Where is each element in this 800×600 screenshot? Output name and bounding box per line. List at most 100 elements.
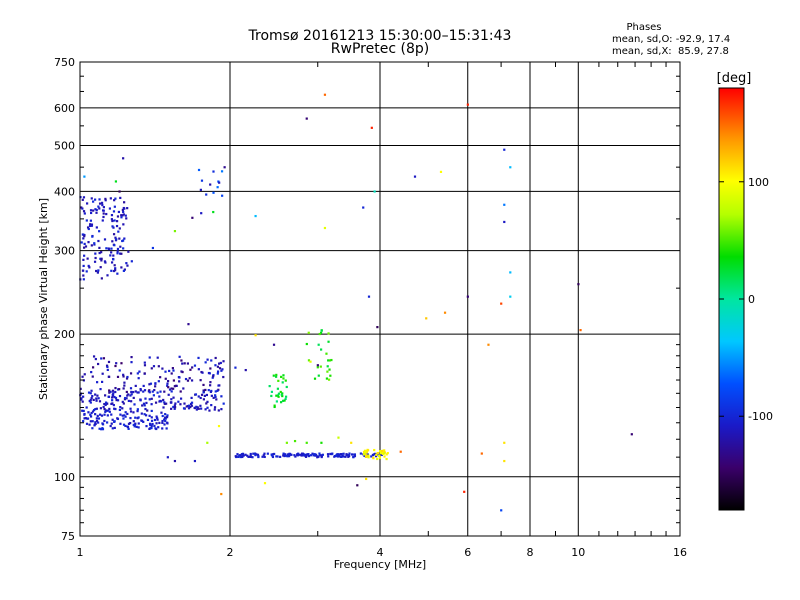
data-point bbox=[80, 206, 83, 209]
data-point bbox=[286, 453, 289, 456]
data-point bbox=[86, 202, 89, 205]
data-point bbox=[251, 456, 254, 459]
data-point bbox=[170, 387, 173, 390]
data-point bbox=[205, 193, 208, 196]
data-point bbox=[169, 401, 172, 404]
data-point bbox=[359, 452, 362, 455]
data-point bbox=[97, 421, 100, 424]
data-point bbox=[288, 453, 291, 456]
data-point bbox=[171, 367, 174, 370]
data-point bbox=[217, 409, 220, 412]
data-point bbox=[134, 384, 137, 388]
data-point bbox=[280, 401, 283, 404]
data-point bbox=[97, 269, 100, 272]
data-point bbox=[122, 373, 125, 376]
data-point bbox=[165, 416, 169, 419]
data-point bbox=[111, 240, 114, 243]
data-point bbox=[179, 397, 183, 400]
data-point bbox=[106, 402, 109, 405]
data-point bbox=[509, 295, 512, 298]
data-point bbox=[95, 419, 99, 423]
data-point bbox=[118, 408, 121, 412]
data-point bbox=[85, 219, 88, 222]
data-point bbox=[180, 359, 183, 362]
data-point bbox=[268, 384, 271, 388]
data-point bbox=[378, 454, 381, 458]
data-point bbox=[330, 452, 333, 456]
data-point bbox=[95, 397, 98, 400]
data-point bbox=[190, 396, 193, 400]
data-point bbox=[413, 175, 417, 178]
data-point bbox=[150, 397, 153, 400]
data-point bbox=[155, 422, 158, 425]
data-point bbox=[365, 455, 368, 458]
data-point bbox=[142, 420, 145, 423]
data-point bbox=[82, 258, 85, 261]
data-point bbox=[500, 302, 503, 305]
data-point bbox=[156, 356, 159, 359]
data-point bbox=[89, 401, 92, 404]
data-point bbox=[356, 484, 359, 487]
data-point bbox=[123, 201, 126, 204]
data-point bbox=[306, 453, 309, 456]
data-point bbox=[210, 359, 213, 362]
colorbar-tick-label: 0 bbox=[748, 293, 755, 306]
data-point bbox=[139, 388, 142, 391]
data-point bbox=[242, 454, 245, 457]
data-point bbox=[151, 390, 154, 393]
data-point bbox=[83, 212, 86, 215]
data-point bbox=[283, 453, 287, 456]
data-point bbox=[364, 454, 368, 457]
data-point bbox=[188, 404, 191, 407]
data-point bbox=[503, 220, 506, 224]
data-point bbox=[320, 455, 323, 459]
data-point bbox=[119, 245, 122, 248]
data-point bbox=[367, 454, 370, 457]
data-point bbox=[367, 295, 371, 298]
data-point bbox=[280, 393, 283, 396]
data-point bbox=[103, 413, 106, 416]
data-point bbox=[141, 404, 144, 407]
data-point bbox=[383, 449, 386, 452]
data-point bbox=[84, 245, 88, 248]
data-point bbox=[166, 422, 169, 425]
data-point bbox=[172, 387, 175, 390]
data-point bbox=[173, 230, 177, 233]
data-point bbox=[155, 427, 158, 431]
data-point bbox=[99, 257, 102, 260]
data-point bbox=[143, 361, 146, 364]
data-point bbox=[111, 393, 114, 396]
data-point bbox=[202, 391, 205, 394]
data-point bbox=[113, 395, 116, 399]
data-point bbox=[285, 385, 288, 389]
data-point bbox=[170, 398, 173, 401]
data-point bbox=[139, 399, 142, 402]
data-point bbox=[109, 197, 112, 200]
data-point bbox=[244, 368, 247, 372]
data-point bbox=[463, 490, 466, 493]
data-point bbox=[119, 252, 122, 255]
data-point bbox=[212, 396, 215, 399]
data-point bbox=[303, 454, 307, 457]
data-point bbox=[122, 239, 125, 242]
data-point bbox=[218, 181, 221, 184]
data-point bbox=[162, 398, 165, 402]
data-point bbox=[579, 329, 582, 332]
x-tick-label: 8 bbox=[527, 546, 534, 559]
data-point bbox=[95, 407, 98, 410]
data-point bbox=[197, 168, 201, 172]
data-point bbox=[84, 417, 87, 420]
data-point bbox=[305, 342, 308, 346]
data-point bbox=[344, 455, 347, 458]
data-point bbox=[318, 454, 322, 457]
data-point bbox=[316, 366, 319, 369]
data-point bbox=[383, 455, 386, 458]
data-point bbox=[83, 175, 86, 178]
data-point bbox=[336, 453, 339, 456]
data-point bbox=[170, 390, 173, 393]
data-point bbox=[178, 376, 181, 379]
data-point bbox=[200, 393, 204, 396]
data-point bbox=[120, 266, 123, 269]
data-point bbox=[348, 452, 351, 455]
data-point bbox=[204, 388, 207, 392]
